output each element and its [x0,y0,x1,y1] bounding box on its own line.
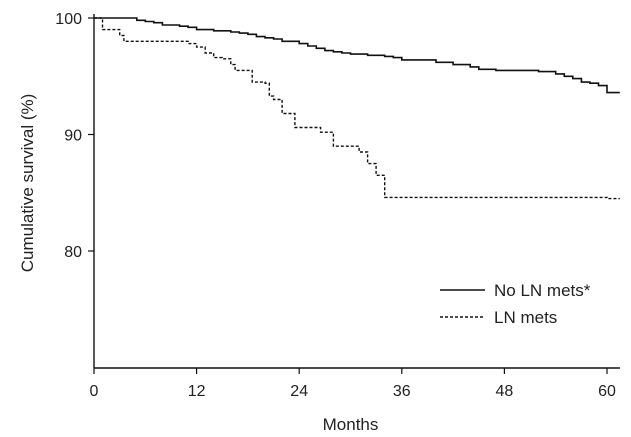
x-tick-label: 60 [598,383,616,400]
y-tick-label: 90 [64,128,82,145]
x-tick-label: 12 [188,383,206,400]
x-tick-label: 0 [90,383,99,400]
x-tick-label: 36 [393,383,411,400]
y-tick-label: 80 [64,244,82,261]
legend-label: No LN mets* [494,281,591,300]
legend-label: LN mets [494,308,557,327]
legend: No LN mets* LN mets [440,281,591,327]
x-tick-label: 48 [496,383,514,400]
x-axis-label: Months [323,415,379,434]
axes: 80 90 100 0 12 24 36 48 60 Months Cumulative survi… [18,11,620,434]
y-tick-label: 100 [55,11,82,28]
x-tick-label: 24 [290,383,308,400]
series-lines [94,17,620,200]
series-line-ln-mets [94,17,620,200]
series-line-no-ln-mets [94,17,620,94]
y-axis-label: Cumulative survival (%) [18,94,37,273]
